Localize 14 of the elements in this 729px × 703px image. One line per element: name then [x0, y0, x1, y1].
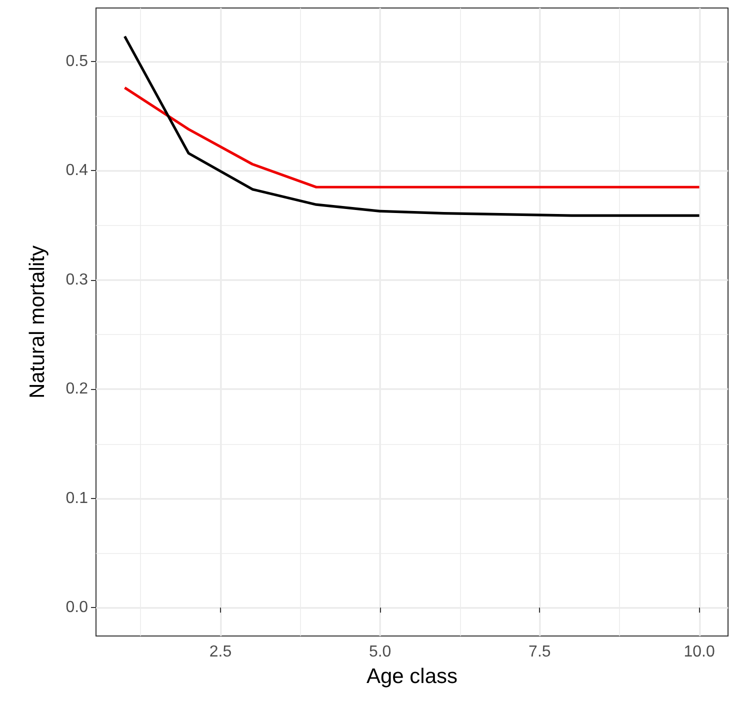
- x-tick-label: 5.0: [368, 644, 392, 660]
- x-axis-title: Age class: [366, 665, 458, 688]
- y-axis-title: Natural mortality: [26, 245, 49, 398]
- y-tick-label: 0.5: [66, 53, 88, 70]
- x-tick-label: 10.0: [684, 644, 715, 660]
- y-tick-label: 0.4: [66, 162, 88, 180]
- y-tick-label: 0.0: [66, 599, 88, 616]
- x-tick-label: 7.5: [528, 644, 551, 660]
- y-tick-label: 0.2: [66, 380, 88, 398]
- x-tick-label: 2.5: [209, 644, 232, 660]
- line-series: [123, 35, 701, 217]
- y-tick-label: 0.3: [66, 271, 88, 288]
- y-tick-label: 0.1: [66, 490, 88, 507]
- line-series: [123, 86, 701, 188]
